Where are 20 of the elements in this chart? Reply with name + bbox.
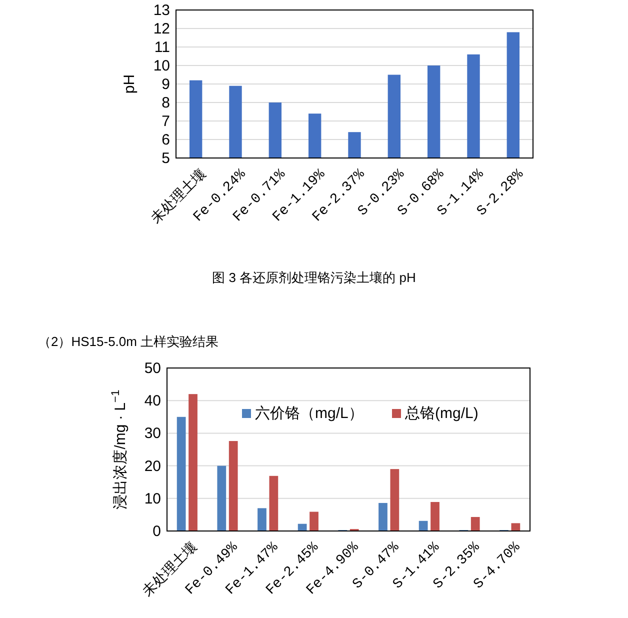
y-axis-title: pH xyxy=(121,74,138,94)
y-tick-label: 13 xyxy=(153,2,170,19)
y-tick-label: 50 xyxy=(144,360,161,377)
y-tick-label: 10 xyxy=(144,490,161,508)
y-tick-label: 11 xyxy=(154,39,170,56)
legend-label: 六价铬（mg/L） xyxy=(255,405,364,422)
legend-label: 总铬(mg/L) xyxy=(404,405,478,422)
y-tick-label: 20 xyxy=(144,458,161,475)
y-tick-label: 40 xyxy=(144,392,161,410)
y-tick-label: 10 xyxy=(153,58,170,74)
y-tick-label: 9 xyxy=(162,76,170,93)
y-tick-label: 30 xyxy=(144,425,161,442)
caption: 图 3 各还原剂处理铬污染土壤的 pH xyxy=(212,270,416,285)
y-tick-label: 5 xyxy=(162,150,170,167)
y-tick-label: 6 xyxy=(162,132,170,148)
y-tick-label: 8 xyxy=(162,94,170,112)
chart-title: （2）HS15-5.0m 土样实验结果 xyxy=(38,334,219,349)
y-tick-label: 12 xyxy=(153,20,170,38)
y-tick-label: 7 xyxy=(162,113,170,130)
y-tick-label: 0 xyxy=(152,523,161,540)
